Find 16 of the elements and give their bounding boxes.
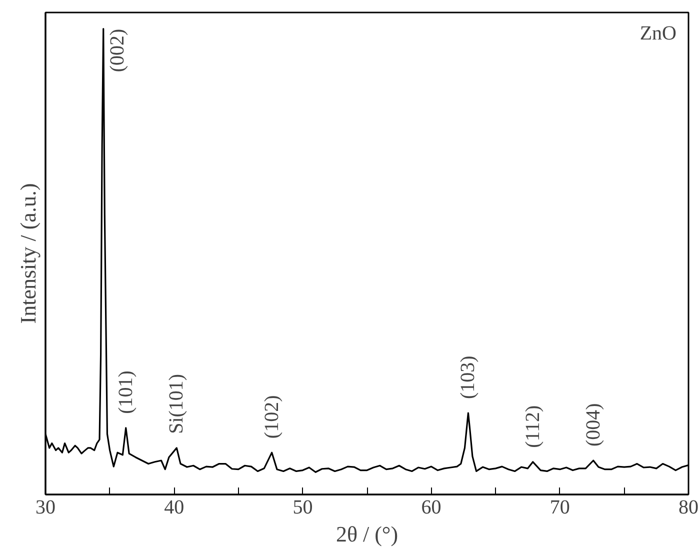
annotation: (112): [522, 405, 544, 448]
annotation: (101): [114, 370, 137, 414]
x-tick-label: 70: [550, 496, 570, 518]
y-axis-title: Intensity / (a.u.): [16, 183, 40, 324]
annotation: (002): [106, 28, 128, 72]
annotation: (103): [457, 356, 480, 399]
x-tick-label: 60: [421, 496, 442, 518]
x-axis-title: 2θ / (°): [336, 522, 398, 546]
x-tick-label: 80: [678, 496, 698, 518]
x-tick-label: 30: [36, 496, 56, 518]
annotation: (004): [582, 403, 604, 447]
annotation: ZnO: [640, 22, 677, 44]
x-tick-label: 40: [164, 496, 184, 518]
annotation: Si(101): [166, 374, 188, 434]
x-tick-label: 50: [292, 496, 313, 518]
annotation: (102): [260, 395, 283, 439]
